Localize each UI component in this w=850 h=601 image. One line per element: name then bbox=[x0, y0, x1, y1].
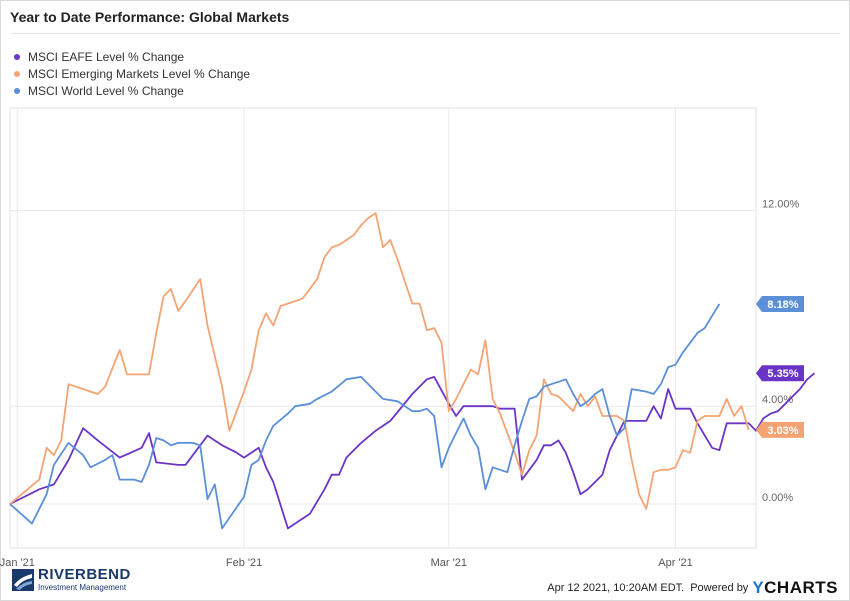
end-label-0: 5.35% bbox=[767, 368, 798, 380]
legend-item-emerging[interactable]: MSCI Emerging Markets Level % Change bbox=[14, 65, 250, 82]
end-label-1: 3.03% bbox=[767, 425, 798, 437]
x-tick-label: Mar '21 bbox=[431, 557, 467, 569]
legend-item-eafe[interactable]: MSCI EAFE Level % Change bbox=[14, 48, 250, 65]
legend-label-emerging: MSCI Emerging Markets Level % Change bbox=[28, 66, 251, 81]
end-label-badge-2 bbox=[756, 296, 804, 313]
legend-item-world[interactable]: MSCI World Level % Change bbox=[14, 82, 250, 99]
end-label-badge-1 bbox=[756, 421, 804, 438]
end-label-2: 8.18% bbox=[767, 299, 798, 311]
series-line-0 bbox=[9, 372, 816, 530]
x-tick-label: Feb '21 bbox=[226, 557, 262, 569]
ycharts-logo[interactable]: YCHARTS bbox=[752, 578, 838, 598]
y-tick-label: 0.00% bbox=[762, 492, 793, 504]
chart-title: Year to Date Performance: Global Markets bbox=[10, 9, 290, 25]
ycharts-logo-rest: CHARTS bbox=[764, 578, 838, 597]
series-line-1 bbox=[9, 212, 750, 510]
legend-dot-emerging bbox=[14, 70, 20, 77]
logo-subtitle: Investment Management bbox=[38, 583, 127, 592]
ycharts-logo-y: Y bbox=[752, 578, 765, 597]
series-line-2 bbox=[9, 303, 721, 530]
legend: MSCI EAFE Level % Change MSCI Emerging M… bbox=[14, 48, 250, 99]
footer-powered-by: Powered by bbox=[690, 582, 749, 594]
legend-label-eafe: MSCI EAFE Level % Change bbox=[28, 49, 185, 64]
footer-timestamp: Apr 12 2021, 10:20AM EDT. bbox=[547, 582, 685, 594]
riverbend-logo: RIVERBEND Investment Management bbox=[12, 567, 131, 592]
title-divider bbox=[10, 33, 840, 34]
x-tick-label: Jan '21 bbox=[0, 557, 35, 569]
logo-name: RIVERBEND bbox=[38, 566, 131, 583]
legend-dot-world bbox=[14, 87, 20, 94]
end-label-badge-0 bbox=[756, 365, 804, 382]
x-tick-label: Apr '21 bbox=[658, 557, 693, 569]
y-tick-label: 12.00% bbox=[762, 199, 800, 211]
plot-area bbox=[9, 107, 757, 549]
riverbend-logo-icon bbox=[12, 568, 34, 591]
legend-dot-eafe bbox=[14, 53, 20, 60]
legend-label-world: MSCI World Level % Change bbox=[28, 83, 184, 98]
footer-attribution: Apr 12 2021, 10:20AM EDT. Powered by YCH… bbox=[547, 578, 838, 598]
